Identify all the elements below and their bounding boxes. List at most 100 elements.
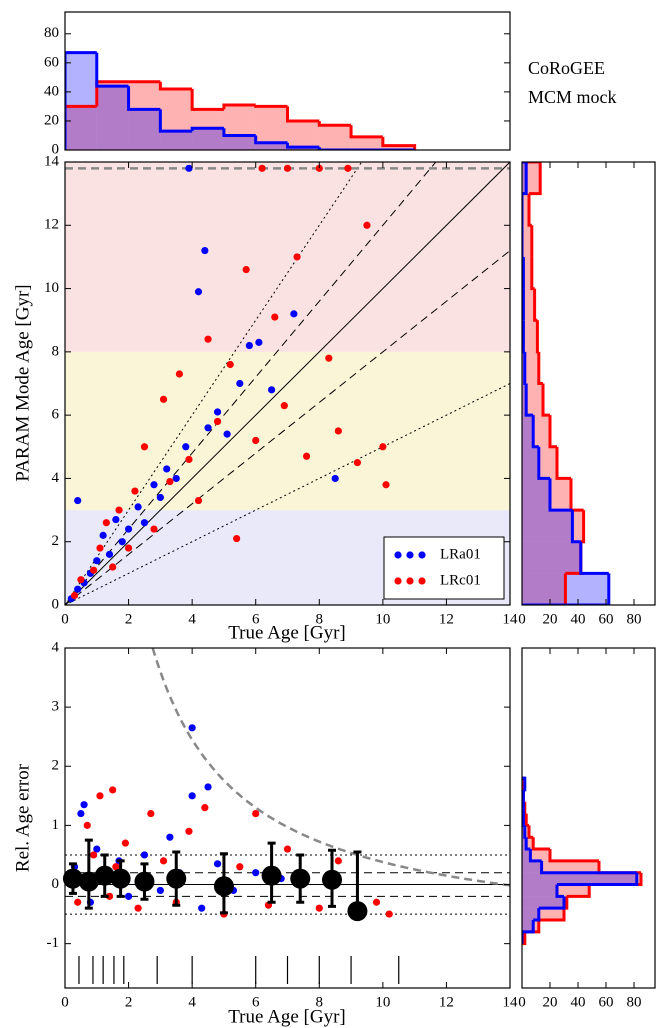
point	[156, 493, 164, 502]
x-tick-label: 14	[503, 994, 519, 1010]
plot-area	[65, 648, 510, 984]
histogram-edge	[522, 320, 525, 354]
histogram-edge	[286, 142, 320, 149]
binned-point	[322, 869, 342, 890]
point	[124, 544, 133, 552]
binned-point	[166, 868, 187, 889]
binned-point	[62, 868, 83, 889]
histogram-edge	[65, 51, 97, 150]
point	[131, 487, 139, 495]
point	[156, 886, 164, 895]
histogram-edge	[533, 908, 541, 922]
histogram-bar	[192, 128, 224, 150]
histogram-edge	[65, 104, 97, 150]
histogram-bar	[522, 510, 573, 542]
binned-point	[290, 868, 311, 889]
plot-area	[522, 162, 611, 605]
x-tick-label: 40	[571, 611, 586, 627]
point	[245, 341, 253, 350]
point	[99, 531, 107, 539]
histogram-edge	[531, 837, 550, 851]
point	[74, 585, 82, 593]
point	[159, 857, 168, 865]
y-axis-label: Rel. Age error	[12, 763, 33, 872]
histogram-edge	[528, 849, 542, 863]
point	[293, 253, 301, 261]
legend-marker	[418, 551, 426, 559]
point	[290, 310, 298, 318]
band	[65, 351, 510, 511]
histogram-edge	[548, 415, 557, 449]
histogram-bar	[160, 131, 193, 150]
histogram-bar	[522, 415, 534, 447]
histogram-bar	[128, 109, 161, 150]
histogram-edge	[533, 288, 538, 322]
histogram-bar	[522, 225, 532, 257]
point	[166, 833, 174, 841]
histogram-edge	[381, 136, 417, 150]
x-tick-label: 0	[61, 994, 69, 1010]
point	[204, 783, 212, 791]
point	[124, 525, 133, 533]
point	[185, 827, 193, 835]
legend-marker	[394, 551, 402, 559]
histogram-edge	[597, 860, 641, 875]
point	[140, 519, 149, 527]
histogram-edge	[127, 86, 161, 111]
histogram-edge	[557, 872, 639, 887]
point	[74, 496, 82, 505]
histogram-edge	[570, 510, 581, 544]
histogram-bar	[522, 896, 567, 909]
point	[147, 809, 155, 818]
point	[74, 898, 82, 906]
point	[115, 506, 123, 514]
histogram-bar	[128, 81, 161, 150]
x-tick-label: 20	[543, 994, 558, 1010]
point	[112, 863, 120, 871]
histogram-edge	[537, 446, 550, 480]
point	[233, 534, 241, 543]
point	[93, 845, 101, 853]
x-tick-label: 10	[375, 994, 390, 1010]
band	[65, 162, 510, 352]
point	[182, 443, 190, 451]
histogram-edge	[527, 193, 532, 227]
histogram-edge	[523, 801, 527, 816]
point	[90, 851, 98, 859]
histogram-edge	[522, 573, 611, 605]
histogram-edge	[523, 351, 527, 385]
histogram-bar	[522, 920, 539, 932]
point	[213, 408, 222, 416]
histogram-edge	[522, 162, 528, 196]
axes-frame	[521, 161, 656, 606]
histogram-bar	[522, 478, 571, 511]
point	[252, 809, 260, 818]
histogram-bar	[223, 135, 256, 150]
binned-point	[78, 871, 99, 892]
y-tick-label: 6	[52, 407, 60, 423]
point	[112, 515, 120, 524]
histogram-edge	[580, 510, 586, 544]
histogram-bar	[223, 104, 256, 150]
point	[70, 591, 79, 600]
point	[213, 860, 222, 868]
point	[140, 851, 149, 859]
histogram-bar	[522, 288, 535, 321]
point	[331, 474, 339, 483]
histogram-edge	[555, 446, 571, 480]
histogram-edge	[190, 88, 224, 111]
y-tick-label: 4	[52, 470, 60, 486]
legend-label: LRa01	[440, 546, 481, 562]
x-tick-label: 14	[503, 611, 519, 627]
binned-point	[347, 901, 368, 922]
point	[134, 904, 142, 912]
x-tick-label: 10	[375, 611, 390, 627]
point	[363, 221, 371, 229]
point	[204, 424, 212, 432]
plot-area	[522, 776, 643, 946]
histogram-edge	[522, 573, 567, 605]
x-tick-label: 20	[543, 611, 558, 627]
point	[385, 910, 393, 918]
y-tick-label: 1	[52, 817, 60, 833]
annotation: CoRoGEE	[528, 58, 605, 78]
